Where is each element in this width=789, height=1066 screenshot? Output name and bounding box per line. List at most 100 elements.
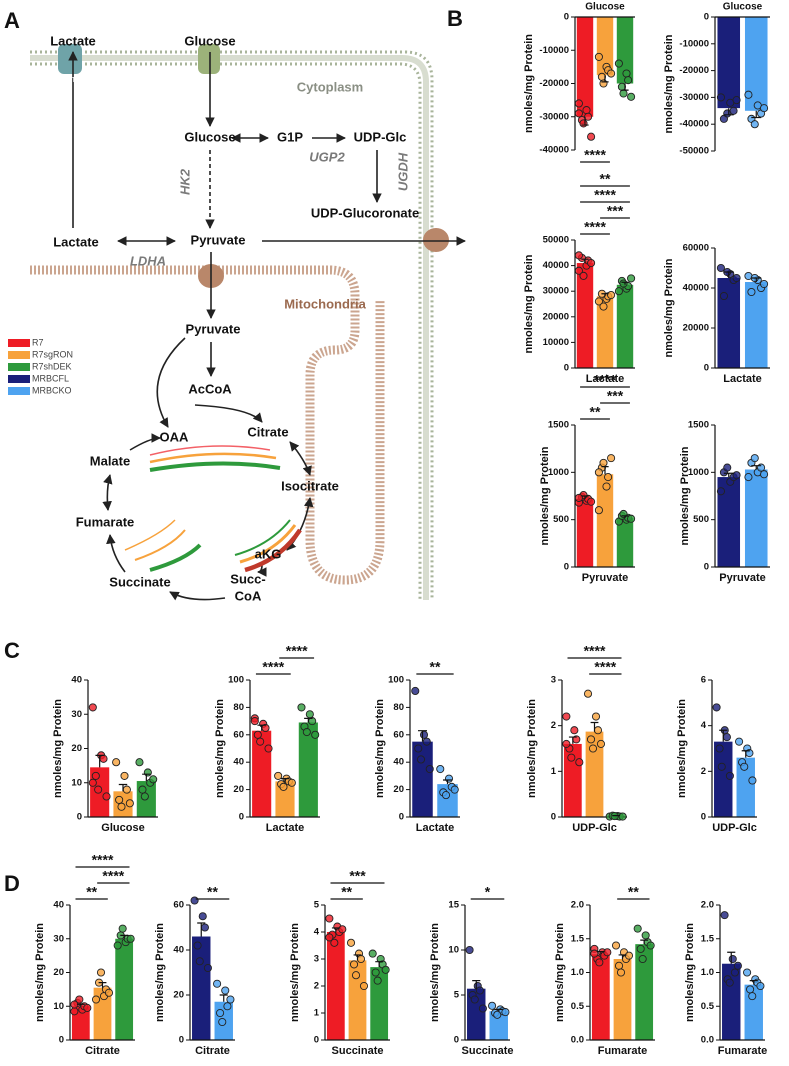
protein-label: MCT1 [60,77,79,84]
transporter [198,44,220,74]
data-point [125,799,134,808]
data-point [470,995,479,1004]
data-point [422,737,431,746]
data-point [614,59,623,68]
data-point [311,730,320,739]
error-bar [331,927,340,932]
x-axis-label: Citrate [195,1045,230,1057]
chart-title: Glucose [723,2,763,13]
data-point [574,251,583,260]
bar [489,1011,508,1040]
y-axis-label: nmoles/mg Protein [663,258,675,357]
data-point [253,730,262,739]
y-axis-label: nmoles/mg Protein [526,699,538,798]
legend-label: MRBCKO [32,385,72,395]
y-tick-label: 0 [314,1035,319,1046]
data-point [722,733,731,742]
data-point [748,776,757,785]
significance-label: **** [584,147,606,163]
data-point [604,473,613,482]
error-bar [751,110,762,119]
y-tick-label: 40000 [543,260,569,271]
y-axis-label: nmoles/mg Protein [663,34,675,133]
data-point [112,758,121,767]
data-point [579,271,588,280]
data-point [618,812,627,821]
significance-label: ** [207,884,218,900]
data-point [94,785,103,794]
y-axis-label: nmoles/mg Protein [289,923,301,1022]
x-axis-label: UDP-Glc [572,822,617,834]
data-point [599,458,608,467]
error-bar [621,83,629,91]
error-bar [749,980,758,985]
data-point [627,514,636,523]
significance-label: **** [584,643,606,659]
bar [596,296,614,368]
data-point [475,986,484,995]
bar [744,282,768,368]
error-bar [442,779,453,785]
data-point [756,981,765,991]
bar [717,477,741,567]
data-point [594,506,603,515]
data-point [91,995,101,1004]
data-point [330,938,339,947]
bar [714,741,733,817]
data-point [305,710,314,719]
bar [576,17,594,117]
y-tick-label: 0 [701,812,706,823]
y-tick-label: 60 [173,900,184,911]
data-point [190,896,199,905]
y-tick-label: 0 [704,12,709,23]
data-point [567,753,576,762]
y-tick-label: 2 [551,720,556,731]
y-tick-label: 0 [564,12,569,23]
data-point [716,93,725,102]
x-axis-label: Fumarate [718,1045,768,1057]
legend-swatch [8,351,30,359]
y-tick-label: 0 [704,562,709,573]
bar [348,960,367,1040]
data-point [750,120,759,129]
metabolite: Fumarate [76,514,135,529]
legend-swatch [8,375,30,383]
x-axis-label: Lactate [586,373,625,385]
significance-label: **** [594,659,616,675]
data-point [594,297,603,306]
x-axis-label: Citrate [85,1045,120,1057]
y-tick-label: 1.5 [571,933,585,944]
data-point [740,762,749,771]
data-point [594,52,603,61]
y-tick-label: 20 [71,743,82,754]
y-tick-label: 40 [53,900,64,911]
data-point [325,914,334,923]
significance-label: *** [607,203,624,219]
data-point [744,473,753,482]
x-axis-label: Fumarate [598,1045,648,1057]
y-tick-label: 10 [71,777,82,788]
y-tick-label: 0.5 [571,1001,585,1012]
data-point [594,468,603,477]
data-point [624,951,634,960]
pathway-diagram: Lactate Glucose MCT1 Cytoplasm Glucose G… [30,33,466,603]
legend-label: MRBCFL [32,373,69,383]
bar [635,944,654,1040]
y-tick-label: -40000 [679,119,709,130]
data-point [91,771,100,780]
significance-label: **** [262,659,284,675]
y-tick-label: 10 [53,1001,64,1012]
y-tick-label: 10 [448,945,459,956]
y-axis-label: nmoles/mg Protein [554,923,566,1022]
data-point [349,960,359,969]
metabolite: G1P [277,129,303,144]
x-axis-label: Lactate [723,373,762,385]
error-bar [723,108,734,116]
data-point [574,493,583,502]
significance-label: **** [584,219,606,235]
error-bar [596,950,605,955]
data-point [96,968,106,977]
data-point [195,957,204,966]
y-tick-label: 4 [701,720,707,731]
metabolite: Lactate [50,33,96,48]
